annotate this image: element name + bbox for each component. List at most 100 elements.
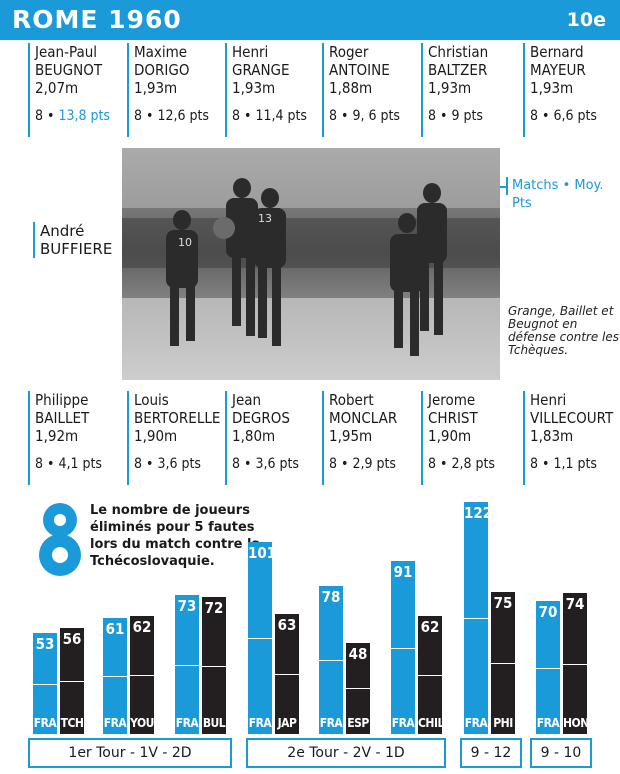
bar-team-code: ESP [347,715,369,730]
france-bar: 122 FRA [464,502,493,734]
player-height: 2,07m [35,79,79,97]
player-matches: 8 [530,456,539,472]
bar-value-label: 74 [565,595,585,614]
player-average: 6,6 pts [553,108,597,124]
player-first-name: Maxime [134,43,188,61]
player-last-name: BAILLET [35,409,90,427]
bar-team-code: FRA [319,715,343,730]
legend-connector [494,186,506,188]
player-last-name: VILLECOURT [530,409,614,427]
bar-divider [33,683,57,685]
opponent-bar: 72 BUL [202,597,226,734]
stats-legend: Matchs • Moy. Pts [506,177,620,211]
player-last-name: ANTOINE [329,61,390,79]
opponent-bar: 48 ESP [346,642,370,734]
stats-separator: • [240,108,256,124]
player-matches: 8 [35,108,44,124]
bar-team-code: FRA [33,715,57,730]
player-height: 1,93m [232,79,276,97]
player-first-name: Jean [232,391,262,409]
france-bar: 73 FRA [175,595,199,734]
player-matches: 8 [232,108,241,124]
player-stats: 8 • 3,6 pts [134,455,223,473]
player-card: Henri VILLECOURT 1,83m 8 • 1,1 pts [523,391,619,485]
france-bar: 53 FRA [33,633,57,734]
bar-divider [563,663,587,665]
france-bar: 78 FRA [319,585,343,734]
player-average: 1,1 pts [553,456,597,472]
france-bar: 91 FRA [391,561,415,734]
bar-divider [248,638,272,640]
player-stats: 8 • 11,4 pts [232,107,321,125]
bar-team-code: CHILI [418,715,448,730]
bar-divider [536,667,560,669]
player-average: 12,6 pts [157,108,209,124]
bar-divider [346,688,370,690]
photo-caption: Grange, Baillet et Beugnot en défense co… [508,304,620,357]
player-card: Maxime DORIGO 1,93m 8 • 12,6 pts [127,43,223,137]
bar-divider [60,680,84,682]
player-card: Louis BERTORELLE 1,90m 8 • 3,6 pts [127,391,223,485]
bar-value-label: 78 [321,587,341,606]
player-stats: 8 • 3,6 pts [232,455,321,473]
opponent-bar: 56 TCH [60,627,84,734]
player-average: 4,1 pts [58,456,102,472]
bar-value-label: 122 [464,504,493,523]
player-height: 1,95m [329,427,373,445]
bar-team-code: FRA [248,715,272,730]
player-matches: 8 [428,456,437,472]
bar-value-label: 101 [248,544,277,563]
player-stats: 8 • 4,1 pts [35,455,124,473]
player-stats: 8 • 9 pts [428,107,517,125]
player-first-name: Robert [329,391,374,409]
player-card: Jean-Paul BEUGNOT 2,07m 8 • 13,8 pts [28,43,124,137]
bar-team-code: HON [563,715,589,730]
player-card: Robert MONCLAR 1,95m 8 • 2,9 pts [322,391,418,485]
player-first-name: Louis [134,391,169,409]
coach: André BUFFIERE [33,222,112,258]
player-average: 3,6 pts [255,456,299,472]
bar-team-code: PHI [493,716,513,730]
bar-value-label: 62 [132,618,152,637]
player-first-name: Henri [530,391,567,409]
player-first-name: Christian [428,43,489,61]
bar-divider [175,664,199,666]
player-average: 13,8 pts [58,108,110,124]
player-height: 1,90m [428,427,472,445]
player-height: 1,93m [428,79,472,97]
bar-team-code: BUL [202,715,226,730]
big-eight-numeral [39,503,81,576]
france-bar: 70 FRA [536,601,560,734]
player-height: 1,88m [329,79,373,97]
player-card: Roger ANTOINE 1,88m 8 • 9, 6 pts [322,43,418,137]
bar-value-label: 70 [538,603,558,621]
bar-team-code: JAP [277,715,297,730]
player-matches: 8 [329,456,338,472]
player-stats: 8 • 12,6 pts [134,107,223,125]
stats-separator: • [436,456,452,472]
svg-text:13: 13 [258,212,272,225]
player-stats: 8 • 1,1 pts [530,455,619,473]
final-rank: 10e [566,9,606,31]
opponent-bar: 75 PHI [491,591,515,734]
player-card: Philippe BAILLET 1,92m 8 • 4,1 pts [28,391,124,485]
bar-divider [491,662,515,664]
player-average: 3,6 pts [157,456,201,472]
player-height: 1,93m [530,79,574,97]
opponent-bar: 74 HON [563,593,589,734]
stats-separator: • [142,108,158,124]
player-average: 2,9 pts [352,456,396,472]
player-matches: 8 [329,108,338,124]
stats-separator: • [538,108,554,124]
team-photo: 10 13 [122,148,500,380]
page-title: ROME 1960 [12,5,182,34]
player-matches: 8 [35,456,44,472]
bar-value-label: 63 [277,616,297,635]
header-banner: ROME 1960 10e [0,0,620,40]
bar-value-label: 75 [493,593,513,612]
bar-value-label: 72 [204,599,224,618]
phase-label: 9 - 12 [460,738,522,768]
bar-divider [418,675,442,677]
bar-divider [464,618,488,620]
opponent-bar: 62 CHILI [418,616,448,734]
